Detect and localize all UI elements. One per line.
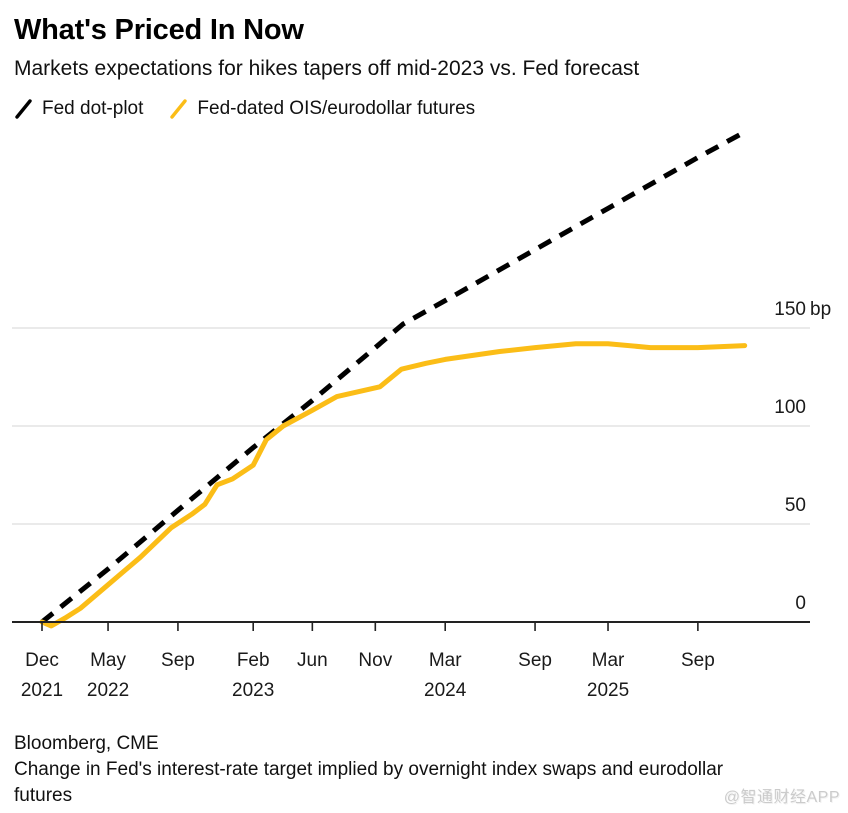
x-axis-label-year: 2021 — [21, 680, 63, 701]
x-axis-label-year: 2024 — [424, 680, 467, 701]
chart-footer: Bloomberg, CME Change in Fed's interest-… — [0, 715, 848, 809]
x-axis-label-month: Feb — [237, 650, 270, 671]
chart-area: 0 50 100 150 bp Dec 2021 May 2022 Sep Feb 2023 Jun N… — [0, 125, 848, 715]
y-axis-label-150: 150 — [774, 299, 806, 320]
x-axis-label-month: May — [90, 650, 126, 671]
x-axis-label-month: Sep — [681, 650, 715, 671]
x-axis-label-month: Sep — [161, 650, 195, 671]
y-axis-label-50: 50 — [785, 495, 806, 516]
x-axis-label-month: Mar — [429, 650, 462, 671]
x-axis-label-year: 2023 — [232, 680, 274, 701]
chart-legend: Fed dot-plot Fed-dated OIS/eurodollar fu… — [0, 81, 848, 123]
legend-item-ois-futures: Fed-dated OIS/eurodollar futures — [169, 98, 475, 120]
y-axis-label-0: 0 — [795, 593, 806, 614]
legend-label: Fed dot-plot — [42, 98, 144, 120]
page-title: What's Priced In Now — [14, 14, 304, 46]
legend-item-fed-dot-plot: Fed dot-plot — [14, 98, 143, 120]
legend-label: Fed-dated OIS/eurodollar futures — [197, 98, 476, 120]
watermark-text: @智通财经APP — [723, 789, 840, 806]
source-text: Bloomberg, CME — [14, 733, 159, 755]
x-axis-label-month: Jun — [297, 650, 328, 671]
x-axis-label-year: 2025 — [587, 680, 629, 701]
black-slash-icon — [15, 99, 32, 120]
yellow-slash-icon — [170, 99, 188, 120]
x-axis-label-year: 2022 — [87, 680, 129, 701]
footnote-text: Change in Fed's interest-rate target imp… — [14, 759, 724, 807]
x-axis-label-month: Dec — [25, 650, 59, 671]
x-axis-label-month: Mar — [592, 650, 625, 671]
y-axis-label-100: 100 — [774, 397, 806, 418]
chart-canvas: 0 50 100 150 bp Dec 2021 May 2022 Sep Feb 2023 Jun N… — [12, 130, 831, 701]
chart-header: What's Priced In Now Markets expectation… — [0, 0, 848, 81]
x-axis-label-month: Nov — [358, 650, 392, 671]
series-line-ois-futures — [39, 341, 748, 629]
series-line-fed-dot-plot — [40, 130, 746, 625]
chart-subtitle: Markets expectations for hikes tapers of… — [14, 57, 640, 81]
y-axis-unit: bp — [810, 299, 831, 320]
x-axis-label-month: Sep — [518, 650, 552, 671]
